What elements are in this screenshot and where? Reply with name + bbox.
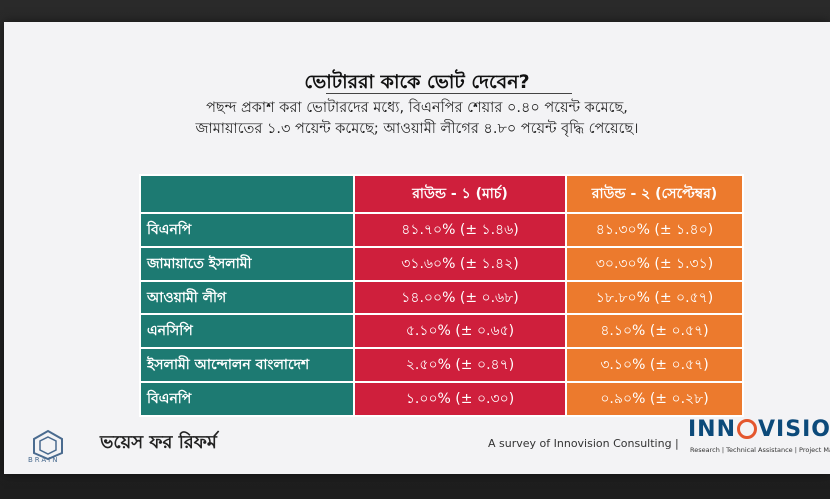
innovision-tagline: Research | Technical Assistance | Projec… [690,446,830,454]
results-table: রাউন্ড - ১ (মার্চ) রাউন্ড - ২ (সেপ্টেম্ব… [139,174,744,417]
party-name: বিএনপি [139,381,355,417]
presentation-slide: ভোটাররা কাকে ভোট দেবেন? পছন্দ প্রকাশ করা… [4,22,830,474]
slide-title: ভোটাররা কাকে ভোট দেবেন? [304,71,530,93]
innovision-right: VISION [758,417,830,442]
party-name: বিএনপি [139,212,355,248]
brain-logo-icon [33,429,63,461]
table-row: জামায়াতে ইসলামী ৩১.৬০% (± ১.৪২) ৩০.৩০% … [139,245,744,282]
round-1-value: ২.৫০% (± ০.৪৭) [353,347,567,384]
round-2-value: ৩০.৩০% (± ১.৩১) [565,245,744,282]
subtitle-line-2: জামায়াতের ১.৩ পয়েন্ট কমেছে; আওয়ামী লী… [195,121,639,137]
round-2-value: ৪১.৩০% (± ১.৪০) [565,212,744,248]
innovision-o-icon [737,419,758,439]
header-round-1: রাউন্ড - ১ (মার্চ) [353,174,567,214]
innovision-left: INN [688,417,737,442]
table-row: বিএনপি ১.০০% (± ০.৩০) ০.৯০% (± ০.২৮) [139,381,744,417]
round-2-value: ১৮.৮০% (± ০.৫৭) [565,279,744,316]
brain-logo-text: BRAIN [28,456,60,464]
subtitle-line-1: পছন্দ প্রকাশ করা ভোটারদের মধ্যে, বিএনপির… [206,100,628,116]
header-party [139,174,355,214]
table-row: আওয়ামী লীগ ১৪.০০% (± ০.৬৮) ১৮.৮০% (± ০.… [139,279,744,316]
round-1-value: ৩১.৬০% (± ১.৪২) [353,245,567,282]
innovision-logo: INN VISION [688,417,830,442]
slide-subtitle: পছন্দ প্রকাশ করা ভোটারদের মধ্যে, বিএনপির… [4,98,830,140]
round-2-value: ৩.১০% (± ০.৫৭) [565,347,744,384]
survey-source: A survey of Innovision Consulting | [488,437,679,450]
round-2-value: ০.৯০% (± ০.২৮) [565,381,744,417]
round-1-value: ৫.১০% (± ০.৬৫) [353,313,567,350]
party-name: আওয়ামী লীগ [139,279,355,316]
header-round-2: রাউন্ড - ২ (সেপ্টেম্বর) [565,174,744,214]
table-header-row: রাউন্ড - ১ (মার্চ) রাউন্ড - ২ (সেপ্টেম্ব… [139,174,744,214]
party-name: এনসিপি [139,313,355,350]
voice-for-reform-logo: ভয়েস ফর রিফর্ম [100,432,217,453]
table-row: ইসলামী আন্দোলন বাংলাদেশ ২.৫০% (± ০.৪৭) ৩… [139,347,744,384]
round-2-value: ৪.১০% (± ০.৫৭) [565,313,744,350]
title-underline [326,93,572,94]
round-1-value: ৪১.৭০% (± ১.৪৬) [353,212,567,248]
table-row: এনসিপি ৫.১০% (± ০.৬৫) ৪.১০% (± ০.৫৭) [139,313,744,350]
round-1-value: ১৪.০০% (± ০.৬৮) [353,279,567,316]
party-name: ইসলামী আন্দোলন বাংলাদেশ [139,347,355,384]
party-name: জামায়াতে ইসলামী [139,245,355,282]
table-row: বিএনপি ৪১.৭০% (± ১.৪৬) ৪১.৩০% (± ১.৪০) [139,212,744,248]
round-1-value: ১.০০% (± ০.৩০) [353,381,567,417]
